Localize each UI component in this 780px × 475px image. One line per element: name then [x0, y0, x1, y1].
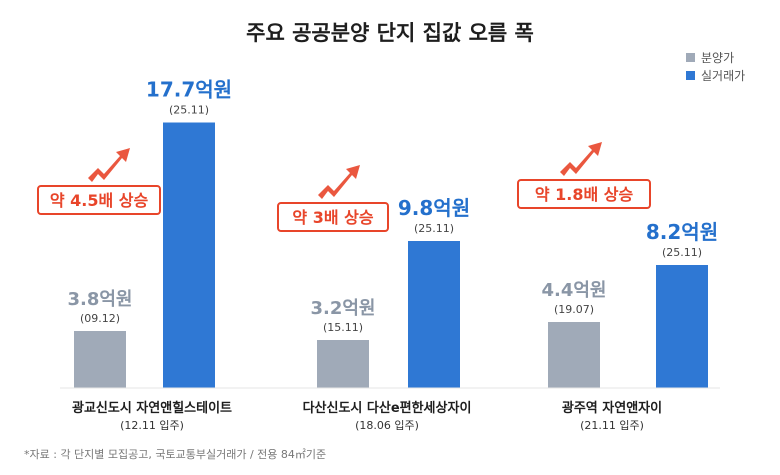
value-label-actual-0: 17.7억원	[146, 78, 232, 102]
date-label-presale-2: (19.07)	[554, 303, 594, 316]
increase-badge-1	[277, 202, 389, 232]
category-label-0: 광교신도시 자연앤힐스테이트	[72, 400, 232, 416]
date-label-presale-1: (15.11)	[323, 321, 363, 334]
date-label-actual-2: (25.11)	[662, 246, 702, 259]
footnote: *자료 : 각 단지별 모집공고, 국토교통부실거래가 / 전용 84㎡기준	[24, 448, 326, 461]
value-label-presale-2: 4.4억원	[541, 280, 606, 301]
category-labels: 광교신도시 자연앤힐스테이트 (12.11 입주) 다산신도시 다산e편한세상자이 (…	[72, 400, 662, 432]
bar-presale-0	[74, 331, 126, 388]
increase-badge-text-0: 약 4.5배 상승	[50, 191, 149, 210]
legend-label-1: 실거래가	[701, 69, 745, 83]
category-sublabel-1: (18.06 입주)	[355, 419, 419, 432]
bar-presale-1	[317, 340, 369, 388]
bars: 3.8억원 (09.12) 17.7억원 (25.11) 3.2억원 (15.11) 9.8…	[67, 78, 718, 388]
value-label-presale-1: 3.2억원	[310, 298, 375, 319]
value-label-actual-1: 9.8억원	[398, 196, 470, 220]
category-label-1: 다산신도시 다산e편한세상자이	[303, 400, 472, 416]
date-label-actual-0: (25.11)	[169, 104, 209, 117]
increase-badge-text-2: 약 1.8배 상승	[535, 185, 634, 204]
legend-label-0: 분양가	[701, 51, 734, 65]
legend-swatch-1	[686, 71, 695, 80]
value-label-presale-0: 3.8억원	[67, 289, 132, 310]
increase-badge-0	[37, 185, 161, 215]
bar-presale-2	[548, 322, 600, 388]
bar-actual-2	[656, 265, 708, 388]
increase-badge-2	[517, 179, 651, 209]
rise-arrow-icon-0	[88, 148, 130, 182]
rise-arrow-icon-2	[560, 142, 602, 176]
annotations: 약 4.5배 상승약 3배 상승 약 1.8배 상승	[37, 142, 651, 232]
legend-swatch-0	[686, 53, 695, 62]
date-label-presale-0: (09.12)	[80, 312, 120, 325]
bar-actual-0	[163, 122, 215, 388]
category-label-2: 광주역 자연앤자이	[562, 400, 662, 416]
date-label-actual-1: (25.11)	[414, 222, 454, 235]
category-sublabel-2: (21.11 입주)	[580, 419, 644, 432]
increase-badge-text-1: 약 3배 상승	[292, 208, 373, 227]
category-sublabel-0: (12.11 입주)	[120, 419, 184, 432]
chart-title: 주요 공공분양 단지 집값 오름 폭	[246, 21, 534, 45]
bar-actual-1	[408, 241, 460, 388]
rise-arrow-icon-1	[318, 165, 360, 199]
value-label-actual-2: 8.2억원	[646, 220, 718, 244]
